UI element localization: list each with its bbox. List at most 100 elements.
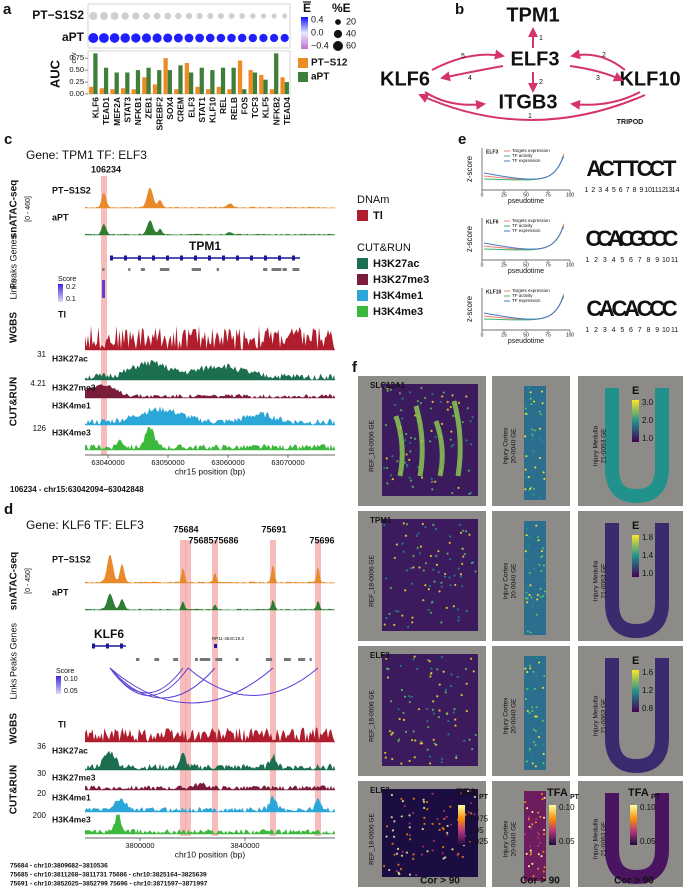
spot (539, 413, 542, 416)
spot (450, 445, 453, 448)
spot (527, 818, 530, 821)
gene-label: ZEB1 (144, 97, 154, 119)
footer-note: 75684 - chr10:3809682−3810536 (10, 863, 108, 870)
track-label: Tl (58, 309, 66, 319)
legend-title: DNAm (357, 194, 389, 206)
spot (391, 731, 394, 735)
panel-label: f (352, 359, 358, 376)
spot (451, 414, 454, 417)
spot (418, 566, 421, 569)
colorbar-tick: 0.05 (64, 688, 78, 695)
spot (534, 466, 537, 469)
gene-name: RP11-464C19.3 (212, 636, 244, 641)
dot (131, 33, 141, 43)
spot (392, 835, 396, 838)
spot (444, 688, 448, 691)
spot (412, 857, 415, 860)
spot (531, 436, 534, 439)
spot (525, 476, 528, 479)
spot (457, 401, 461, 404)
spot (430, 667, 433, 670)
spot (536, 831, 539, 834)
spot (419, 545, 423, 548)
spot (470, 812, 473, 815)
spot (468, 492, 471, 495)
legend-swatch (357, 306, 368, 317)
x-tick-label: 3800000 (125, 841, 154, 850)
tissue (382, 384, 478, 496)
spot (446, 833, 449, 837)
spot (422, 845, 425, 848)
spot (533, 487, 536, 490)
spot (462, 555, 465, 558)
spot (448, 576, 451, 579)
peak-region (163, 268, 170, 271)
size-key-label: 20 (346, 16, 356, 26)
network-edge (570, 91, 641, 110)
spot (537, 844, 540, 847)
spot (530, 706, 533, 709)
spot (421, 827, 424, 831)
bar (269, 89, 275, 94)
logo-letter: T (625, 156, 639, 181)
spot (403, 804, 406, 808)
gene-label: STAT1 (197, 97, 207, 123)
spot (387, 667, 390, 671)
track-label: PT−S1S2 (52, 185, 91, 195)
spot (454, 583, 457, 587)
spot (405, 453, 408, 456)
motif-position: 8 (647, 327, 651, 334)
spot (539, 587, 542, 590)
gene-name: TPM1 (189, 239, 221, 253)
sample-label: Injury Medulla (593, 425, 600, 466)
dot (250, 13, 256, 19)
spot (422, 800, 426, 804)
spot (391, 842, 394, 845)
spot (531, 438, 534, 441)
colorbar-tick: 0.1 (66, 296, 76, 303)
spot (542, 564, 545, 567)
bar (199, 67, 204, 94)
spot (470, 802, 473, 805)
peak-region (292, 268, 300, 271)
spot (384, 577, 388, 580)
spot (451, 848, 454, 851)
spot (442, 391, 445, 394)
spot (401, 542, 404, 545)
signal-track (85, 593, 335, 610)
colorbar-tick: 0.4 (311, 14, 324, 24)
legend-label: Targets expression (512, 148, 550, 153)
dot (217, 13, 224, 19)
spot (528, 593, 531, 596)
exon (180, 255, 183, 261)
spot (534, 821, 537, 824)
dot (120, 33, 130, 43)
spot (408, 391, 412, 394)
dot (109, 33, 120, 43)
dot (239, 13, 245, 19)
motif-position: 4 (612, 327, 616, 334)
bar (99, 88, 104, 94)
spot (398, 717, 401, 721)
motif-position: 7 (638, 327, 642, 334)
spot (536, 594, 539, 597)
x-axis-title: pseudotime (508, 338, 544, 345)
colorbar-tick: 0.05 (559, 837, 575, 846)
legend-label: TF expression (512, 228, 541, 233)
axis-title: AUC (47, 59, 62, 88)
spot (420, 853, 424, 856)
logo-letter: T (663, 156, 677, 181)
spot (433, 580, 436, 583)
spot (424, 396, 427, 400)
x-tick-label: 25 (501, 332, 507, 338)
exon (208, 255, 211, 261)
motif-position: 6 (629, 257, 633, 264)
spot (452, 711, 455, 714)
gene-label: NFKB2 (271, 97, 281, 126)
spot (383, 523, 386, 527)
signal-track (85, 427, 335, 450)
spot (543, 674, 546, 677)
signal-track (85, 782, 335, 790)
gene-label: RELB (229, 97, 239, 120)
